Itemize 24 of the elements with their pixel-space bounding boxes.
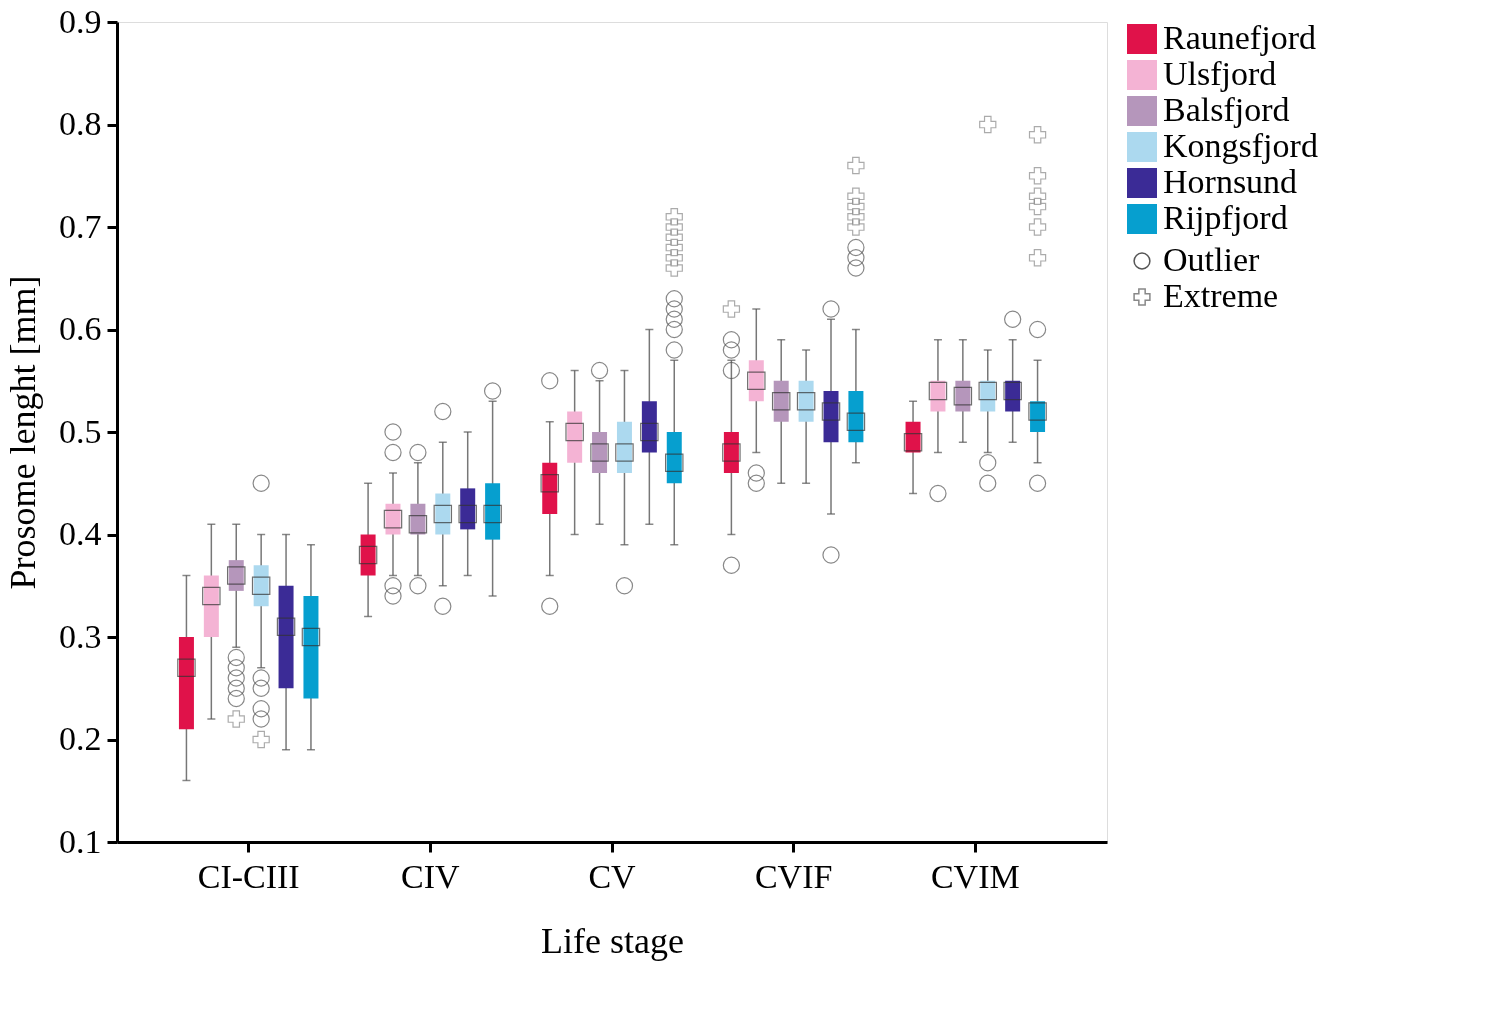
y-tick-label: 0.3: [59, 617, 102, 655]
y-tick-label: 0.5: [59, 412, 102, 450]
x-tick-label: CVIM: [930, 857, 1020, 895]
x-tick-label: CIV: [401, 857, 461, 895]
y-axis-title: Prosome lenght [mm]: [3, 275, 43, 590]
legend-label: Outlier: [1163, 241, 1260, 278]
legend-label: Hornsund: [1163, 163, 1298, 200]
y-tick-label: 0.9: [59, 2, 102, 40]
x-tick-label: CV: [588, 857, 637, 895]
y-tick-label: 0.1: [59, 822, 102, 860]
x-tick-label: CVIF: [754, 857, 833, 895]
y-tick-label: 0.2: [59, 720, 102, 757]
legend-label: Extreme: [1163, 277, 1279, 314]
y-tick-label: 0.7: [59, 207, 102, 245]
legend-label: Raunefjord: [1163, 19, 1316, 56]
y-tick-label: 0.6: [59, 310, 102, 347]
y-tick-label: 0.8: [59, 105, 102, 142]
x-axis-title: Life stage: [541, 920, 684, 961]
legend-label: Balsfjord: [1163, 91, 1290, 128]
legend-label: Ulsfjord: [1163, 55, 1277, 92]
legend-label: Rijpfjord: [1163, 199, 1288, 236]
x-tick-label: CI-CIII: [197, 857, 300, 895]
y-tick-label: 0.4: [59, 515, 102, 552]
legend-label: Kongsfjord: [1163, 127, 1318, 164]
